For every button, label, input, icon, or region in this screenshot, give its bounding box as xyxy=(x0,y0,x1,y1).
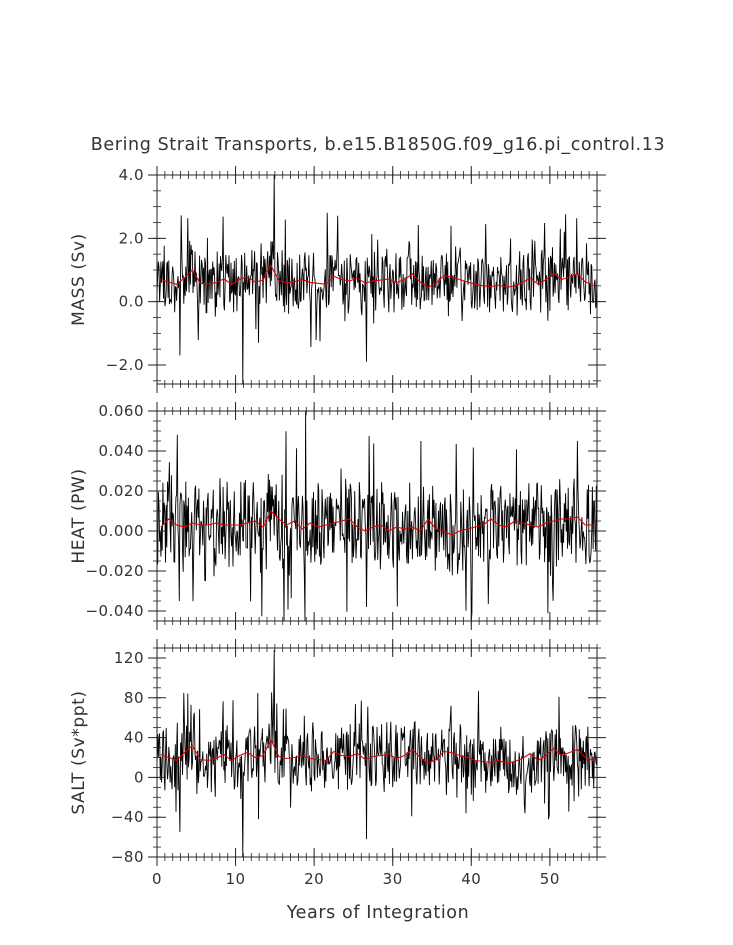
x-axis-label: Years of Integration xyxy=(286,903,470,923)
mass-annual-mean-line xyxy=(160,264,594,289)
heat-y-axis-label: HEAT (PW) xyxy=(69,468,89,563)
mass-y-axis-label: MASS (Sv) xyxy=(69,233,89,326)
x-tick-label: 20 xyxy=(304,870,324,888)
panel-salt: −80 −40 0 40 80 120 SALT (Sv*ppt) xyxy=(69,639,606,866)
heat-monthly-line xyxy=(157,411,597,621)
heat-y-tick-label: 0.060 xyxy=(99,402,144,420)
heat-y-tick-label: 0.020 xyxy=(99,482,144,500)
x-tick-label: 40 xyxy=(461,870,481,888)
mass-monthly-line xyxy=(157,175,597,384)
mass-y-tick-label: 2.0 xyxy=(119,229,144,247)
salt-annual-mean-line xyxy=(160,738,594,765)
salt-y-axis-label: SALT (Sv*ppt) xyxy=(69,690,89,814)
heat-y-tick-label: −0.020 xyxy=(85,562,144,580)
salt-y-tick-label: 80 xyxy=(124,689,144,707)
panel-mass: −2.0 0.0 2.0 4.0 MASS (Sv) xyxy=(69,166,606,393)
panel-heat: −0.040 −0.020 0.000 0.020 0.040 0.060 HEAT (PW… xyxy=(69,402,606,630)
x-tick-label: 30 xyxy=(383,870,403,888)
salt-y-tick-label: −40 xyxy=(111,808,144,826)
x-tick-label: 10 xyxy=(226,870,246,888)
mass-y-tick-label: −2.0 xyxy=(106,356,144,374)
salt-y-tick-label: −80 xyxy=(111,848,144,866)
x-tick-label: 0 xyxy=(152,870,162,888)
chart-title: Bering Strait Transports, b.e15.B1850G.f… xyxy=(91,135,665,155)
mass-y-tick-label: 4.0 xyxy=(119,166,144,184)
salt-monthly-line xyxy=(157,649,597,857)
mass-y-tick-label: 0.0 xyxy=(119,293,144,311)
salt-y-tick-label: 0 xyxy=(134,768,144,786)
salt-y-tick-label: 40 xyxy=(124,729,144,747)
salt-y-tick-label: 120 xyxy=(114,649,144,667)
heat-y-tick-label: 0.000 xyxy=(99,522,144,540)
heat-annual-mean-line xyxy=(160,510,594,536)
panels-group: −2.0 0.0 2.0 4.0 MASS (Sv) −0.040 −0.020 0.000 0… xyxy=(69,166,606,888)
heat-y-tick-label: 0.040 xyxy=(99,442,144,460)
x-tick-label: 50 xyxy=(540,870,560,888)
heat-y-tick-label: −0.040 xyxy=(85,602,144,620)
